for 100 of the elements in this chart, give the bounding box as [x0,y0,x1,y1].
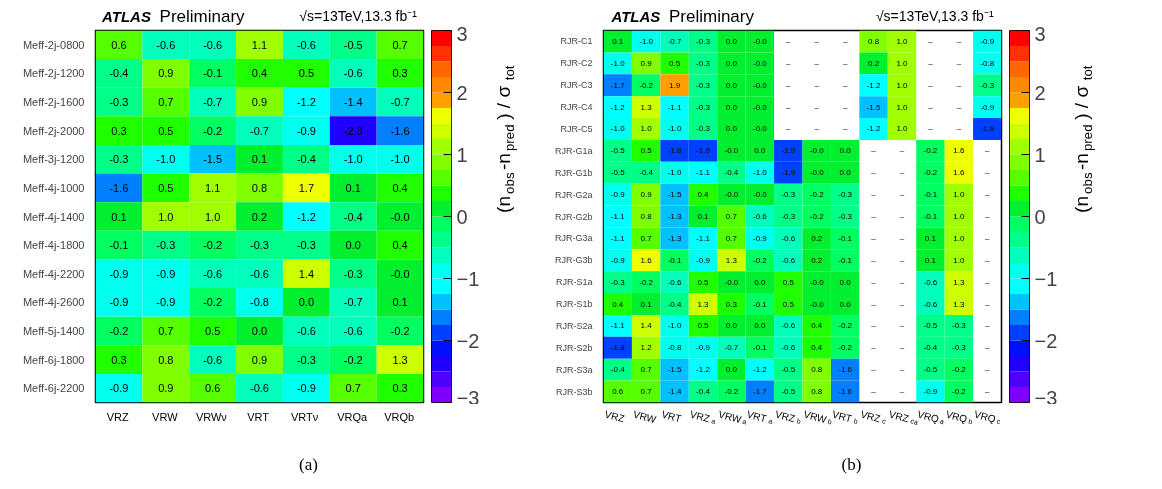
y-tick-label: RJR-S3b [555,386,593,397]
data-label: -2.3 [343,124,363,137]
data-label: -0.2 [109,324,129,337]
data-label: -0.7 [724,343,739,353]
text: – [956,80,962,90]
data-label: -0.3 [696,124,711,134]
data-label: 0.5 [697,277,710,287]
data-label: -0.3 [696,102,711,112]
x-tick-label: VRWν [195,410,228,423]
data-label: -0.1 [752,343,768,353]
data-label: -0.3 [250,239,269,252]
data-label: 0.8 [868,36,880,46]
data-label: -1.0 [667,124,683,134]
text: – [814,80,819,90]
data-label: 0.8 [251,181,268,194]
data-label: 1.3 [953,277,965,287]
data-label: -0.9 [980,102,995,112]
data-label: -1.5 [667,190,683,200]
data-label: -0.1 [752,299,768,309]
data-label: -0.6 [781,255,796,265]
data-label: -0.3 [696,36,711,46]
data-label: 0.6 [612,387,624,397]
y-tick-label: RJR-G2b [554,211,593,222]
text: – [899,146,905,156]
y-tick-label: Meff-2j-1600 [22,96,85,109]
text: – [899,365,905,375]
data-label: -0.6 [923,299,938,309]
data-label: -0.1 [923,190,938,200]
data-label: -0.5 [923,321,938,331]
data-label: -1.1 [667,102,683,112]
x-tick-label: VRZ [603,408,626,425]
data-label: -1.2 [296,210,316,223]
data-label: 0.8 [640,212,653,221]
data-label: -0.3 [696,80,711,90]
data-label: -0.0 [752,58,768,68]
data-label: -0.7 [667,36,683,46]
data-label: 0.5 [782,277,795,287]
color-bar-label: −1 [1034,267,1058,290]
y-tick-label: Meff-2j-0800 [22,38,85,51]
data-label: -0.8 [250,296,269,309]
data-label: -0.1 [838,255,853,265]
data-label: 0.3 [392,67,408,80]
data-label: -0.4 [109,67,129,80]
data-label: -0.4 [724,168,739,178]
text: – [871,233,876,243]
data-label: 1.3 [697,299,710,309]
x-tick-label: VRW [631,408,658,426]
data-label: 0.8 [811,365,823,375]
y-tick-label: RJR-C4 [560,102,593,113]
data-label: -0.0 [390,267,410,280]
data-label: 0.9 [158,67,174,80]
data-label: -0.0 [809,146,825,156]
data-label: 0.4 [811,343,823,353]
data-label: -1.0 [752,168,768,178]
data-label: -1.4 [667,387,683,397]
data-label: -1.0 [610,58,626,68]
data-label: 0.0 [345,239,361,252]
data-label: -0.3 [343,267,363,280]
y-tick-label: Meff-4j-1400 [22,210,85,223]
data-label: 1.0 [953,212,965,221]
data-label: 0.6 [205,382,221,395]
data-label: 0.7 [392,38,408,51]
data-label: -0.7 [203,96,223,109]
y-tick-label: Meff-4j-1000 [22,181,85,194]
data-label: -0.6 [203,267,223,280]
data-label: 0.7 [345,382,361,395]
text: – [985,233,990,243]
y-tick-label: RJR-S2b [555,342,593,353]
data-label: -1.1 [696,233,711,243]
data-label: -0.6 [781,233,796,243]
data-label: -0.3 [156,239,176,252]
data-label: 0.0 [725,58,738,68]
data-label: 0.5 [697,321,710,331]
data-label: -1.6 [838,365,853,375]
data-label: 0.4 [811,321,823,331]
chart-subtitle: √s=13TeV,13.3 fb⁻¹ [299,8,418,25]
data-label: 1.0 [953,190,965,200]
text: – [786,36,791,46]
text: – [985,168,990,178]
data-label: 0.5 [158,124,174,137]
x-tick-label: VRQb [384,410,415,423]
text: – [871,255,876,265]
data-label: 0.1 [392,296,408,309]
data-label: -1.2 [296,96,316,109]
data-label: 0.2 [811,255,823,265]
text: – [899,299,905,309]
chart-title: ATLAS Preliminary [101,6,246,26]
data-label: -0.3 [838,212,853,221]
data-label: -0.2 [203,296,223,309]
data-label: -0.6 [203,353,223,366]
data-label: 1.3 [953,299,965,309]
data-label: -1.0 [390,153,410,166]
data-label: -0.9 [923,387,938,397]
data-label: 0.4 [392,181,408,194]
y-tick-label: RJR-S1b [555,299,593,310]
text: – [985,212,990,221]
data-label: -0.5 [781,387,796,397]
text: – [871,299,876,309]
data-label: 1.6 [953,146,965,156]
text: – [871,212,876,221]
